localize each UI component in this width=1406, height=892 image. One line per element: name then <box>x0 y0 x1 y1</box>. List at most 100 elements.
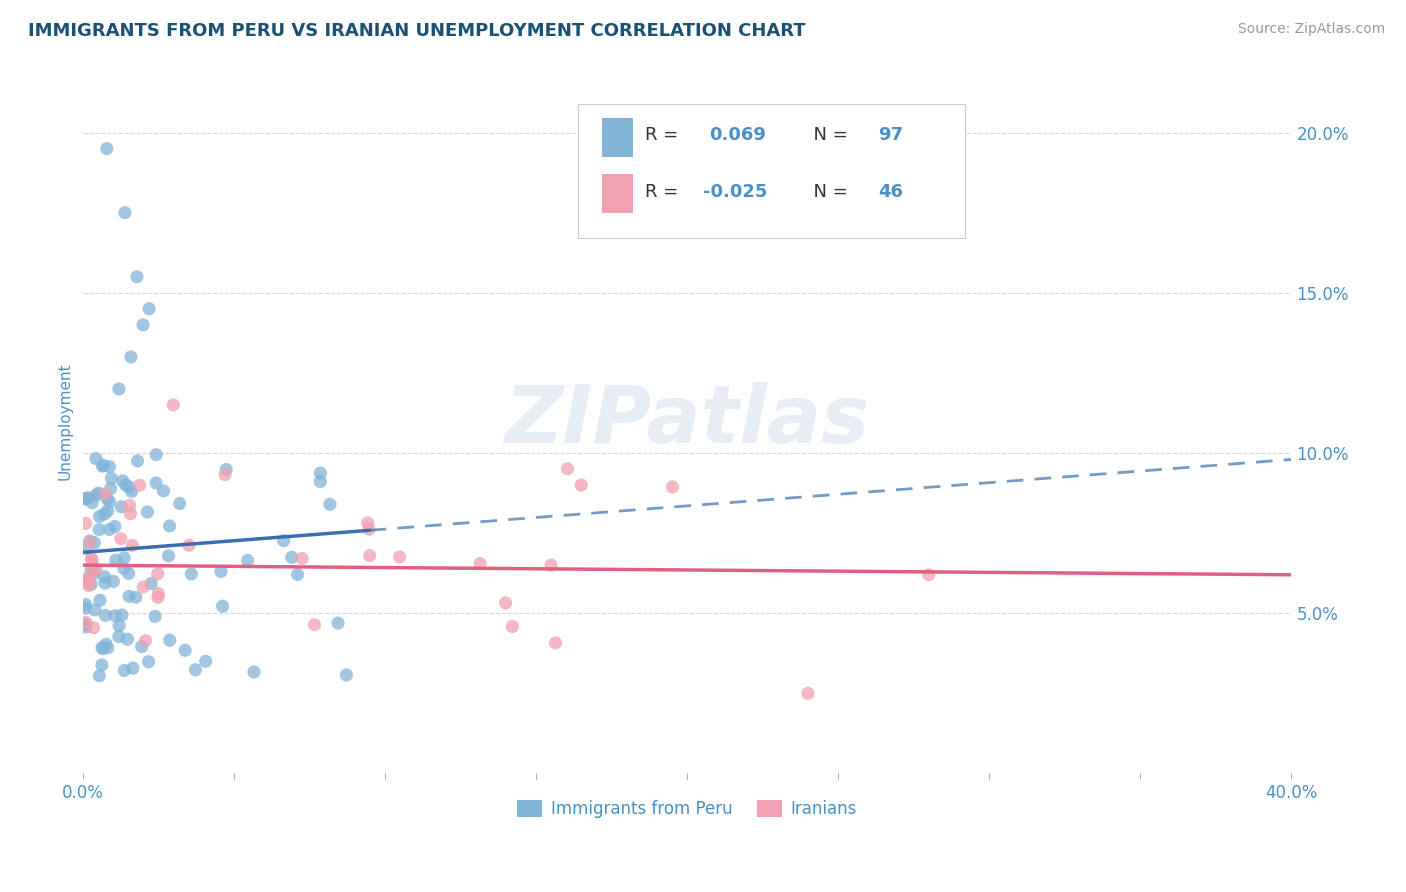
Point <box>112 550 135 565</box>
Point <box>91 641 114 656</box>
Point <box>114 478 136 492</box>
Point <box>80 552 103 566</box>
Point <box>152 483 174 498</box>
Point <box>309 475 332 489</box>
Point <box>75 617 97 632</box>
Point <box>79 535 101 549</box>
Point <box>75 598 97 612</box>
Point <box>145 476 167 491</box>
Point <box>169 496 191 510</box>
Point <box>184 663 207 677</box>
Point <box>104 608 127 623</box>
Point <box>114 205 136 219</box>
Point <box>83 535 105 549</box>
Point <box>319 497 342 511</box>
Point <box>98 523 121 537</box>
Point <box>291 551 314 566</box>
Point <box>357 522 380 536</box>
Point <box>359 549 381 563</box>
Point <box>141 576 163 591</box>
Text: 97: 97 <box>877 127 903 145</box>
Point <box>132 318 155 332</box>
Point <box>468 557 491 571</box>
Point <box>93 507 115 521</box>
Point <box>211 599 233 614</box>
Legend: Immigrants from Peru, Iranians: Immigrants from Peru, Iranians <box>510 794 863 825</box>
Point <box>112 561 135 575</box>
Point <box>103 574 125 589</box>
Text: R =: R = <box>645 127 689 145</box>
Point <box>75 575 97 590</box>
Point <box>131 640 153 654</box>
Point <box>79 573 101 587</box>
Point <box>97 640 120 655</box>
Point <box>177 538 200 552</box>
Point <box>540 558 562 573</box>
Point <box>89 669 111 683</box>
Point <box>83 564 105 578</box>
Point <box>309 466 332 480</box>
Point <box>134 633 156 648</box>
Point <box>107 630 129 644</box>
Text: ZIPatlas: ZIPatlas <box>505 382 869 460</box>
Point <box>75 574 97 588</box>
Text: N =: N = <box>801 127 853 145</box>
Point <box>97 504 120 518</box>
Point <box>118 566 141 581</box>
Point <box>128 478 150 492</box>
Point <box>94 637 117 651</box>
Point <box>304 617 326 632</box>
Point <box>104 519 127 533</box>
Point <box>112 664 135 678</box>
Text: -0.025: -0.025 <box>703 183 768 201</box>
Point <box>80 577 103 591</box>
Y-axis label: Unemployment: Unemployment <box>58 362 72 480</box>
Point <box>75 491 97 506</box>
Point <box>90 657 112 672</box>
Point <box>388 549 411 564</box>
Point <box>159 519 181 533</box>
Point <box>143 609 166 624</box>
Point <box>138 301 160 316</box>
Bar <box>602 174 633 213</box>
Point <box>108 618 131 632</box>
Point <box>76 491 98 505</box>
Point <box>83 566 105 581</box>
Point <box>79 533 101 548</box>
Point <box>146 566 169 581</box>
Point <box>180 566 202 581</box>
Point <box>120 507 142 521</box>
Point <box>157 549 180 563</box>
Point <box>118 480 141 494</box>
Point <box>194 654 217 668</box>
Point <box>273 533 295 548</box>
Point <box>75 615 97 630</box>
Point <box>146 591 169 605</box>
Point <box>91 458 114 473</box>
Text: Source: ZipAtlas.com: Source: ZipAtlas.com <box>1237 22 1385 37</box>
Point <box>335 668 357 682</box>
Point <box>118 590 141 604</box>
Point <box>214 467 236 482</box>
Point <box>82 557 104 571</box>
Point <box>159 633 181 648</box>
Point <box>100 471 122 485</box>
Point <box>93 458 115 473</box>
Point <box>83 621 105 635</box>
Point <box>145 448 167 462</box>
Point <box>136 505 159 519</box>
Point <box>84 603 107 617</box>
Point <box>117 632 139 647</box>
Point <box>138 655 160 669</box>
Point <box>132 580 155 594</box>
Point <box>87 486 110 500</box>
FancyBboxPatch shape <box>578 103 965 237</box>
Point <box>215 462 238 476</box>
Point <box>121 484 143 499</box>
Point <box>125 591 148 605</box>
Point <box>127 454 149 468</box>
Point <box>89 593 111 607</box>
Point <box>122 661 145 675</box>
Point <box>501 619 523 633</box>
Point <box>94 576 117 591</box>
